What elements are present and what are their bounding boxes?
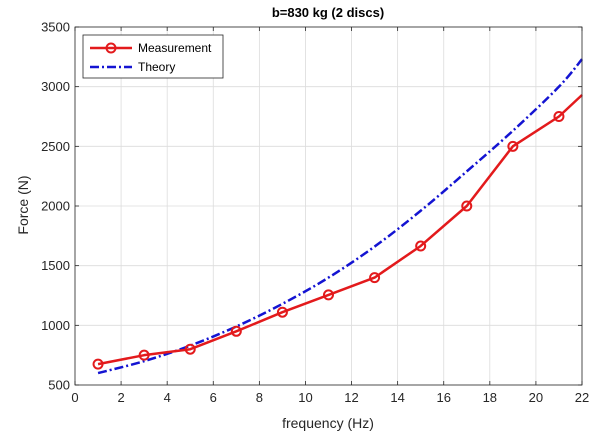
chart-title: b=830 kg (2 discs): [272, 5, 384, 20]
x-tick-label: 22: [575, 390, 589, 405]
x-tick-label: 0: [71, 390, 78, 405]
data-point-measurement: [369, 272, 381, 284]
x-tick-label: 18: [483, 390, 497, 405]
data-point-measurement: [323, 289, 334, 301]
x-tick-label: 10: [298, 390, 312, 405]
data-point-measurement: [507, 140, 519, 152]
data-point-measurement: [276, 306, 288, 318]
data-point-measurement: [415, 240, 427, 252]
y-axis-label: Force (N): [15, 175, 31, 234]
data-point-measurement: [553, 111, 565, 122]
y-tick-label: 3500: [41, 20, 70, 35]
data-point-measurement: [461, 200, 473, 212]
x-tick-label: 6: [210, 390, 217, 405]
y-tick-label: 3000: [41, 79, 70, 94]
y-tick-label: 1000: [41, 318, 70, 333]
data-point-measurement: [92, 358, 104, 370]
legend-box: [82, 34, 224, 79]
x-tick-label: 8: [256, 390, 263, 405]
legend-label-theory: Theory: [138, 60, 175, 74]
legend-marker-measurement: [105, 42, 117, 54]
x-tick-label: 12: [344, 390, 358, 405]
data-point-measurement: [230, 325, 242, 337]
x-tick-label: 16: [436, 390, 450, 405]
data-point-measurement: [138, 349, 150, 361]
ticks: 0 2 4 6 8 10 12 14 16 18 20 22 500 1000 1500 2000 2500 30…: [41, 20, 589, 406]
y-tick-label: 1500: [41, 258, 70, 273]
y-tick-label: 2500: [41, 139, 70, 154]
series-line-measurement: [97, 94, 583, 366]
series-layer: [92, 58, 583, 375]
legend-label-measurement: Measurement: [138, 41, 212, 55]
x-axis-label: frequency (Hz): [282, 415, 374, 431]
y-tick-label: 500: [48, 378, 70, 393]
x-tick-label: 14: [390, 390, 404, 405]
x-tick-label: 20: [529, 390, 543, 405]
y-tick-label: 2000: [41, 199, 70, 214]
x-tick-label: 4: [164, 390, 171, 405]
x-tick-label: 2: [117, 390, 124, 405]
data-point-measurement: [184, 343, 196, 355]
legend: Measurement Theory: [82, 34, 224, 79]
